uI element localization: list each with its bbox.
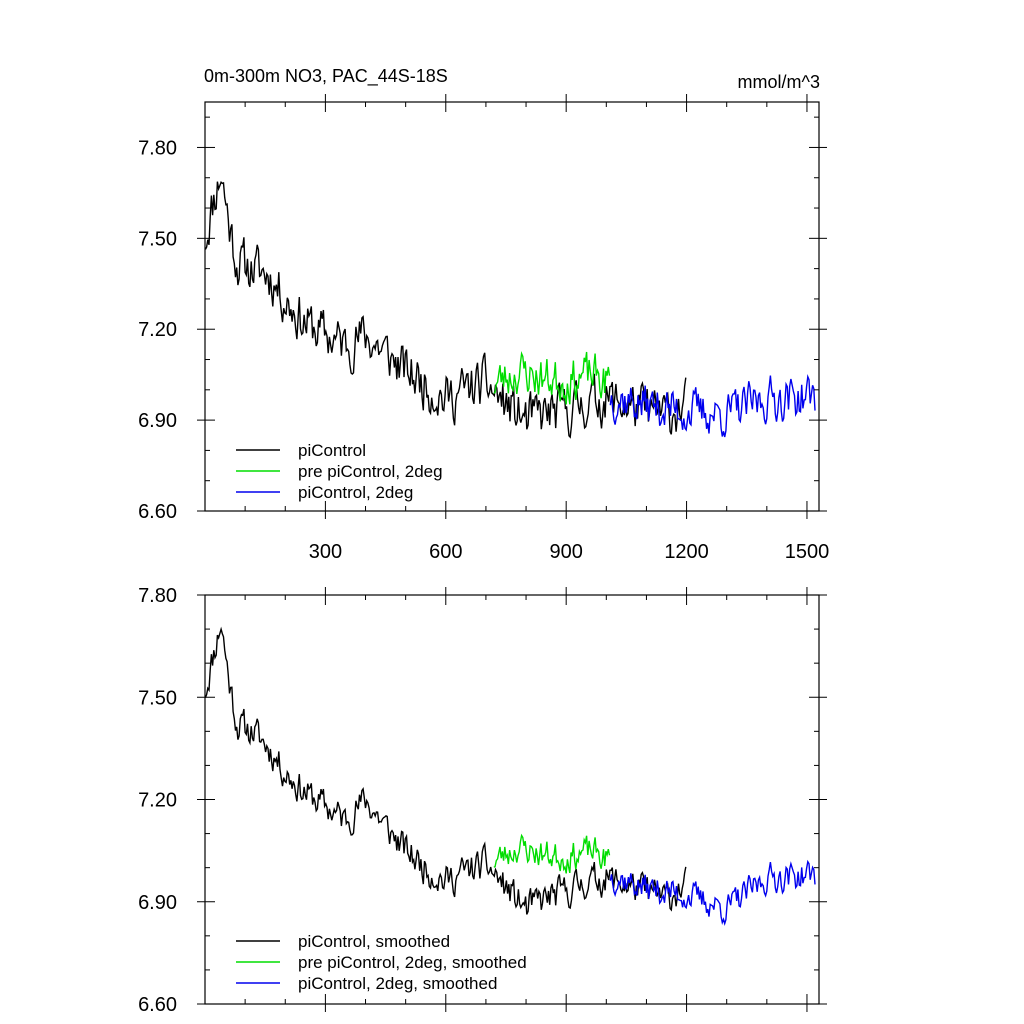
x-tick-label: 1200 [664, 541, 709, 563]
bottom-legend: piControl, smoothed pre piControl, 2deg, … [236, 932, 527, 993]
top-panel-title: 0m-300m NO3, PAC_44S-18S [204, 66, 448, 87]
legend-label: piControl [298, 441, 366, 460]
y-tick-label: 6.90 [138, 410, 177, 432]
top-plot-frame [204, 101, 820, 512]
bottom-panel: 6.60 6.90 7.20 7.50 7.80 piControl, smoothed… [138, 585, 827, 1016]
y-tick-label: 7.50 [138, 228, 177, 250]
y-tick-label: 6.60 [138, 501, 177, 523]
top-ticks-layer: 300 600 900 1200 1500 6.60 6.90 7.20 7.50 7.80 [138, 94, 829, 563]
legend-label: pre piControl, 2deg, smoothed [298, 953, 527, 972]
series-line-bottom-2 [609, 859, 816, 926]
series-line-top-2 [609, 373, 816, 438]
x-tick-label: 600 [429, 541, 462, 563]
y-tick-label: 7.80 [138, 137, 177, 159]
legend-label: piControl, 2deg, smoothed [298, 974, 497, 993]
top-panel-units: mmol/m^3 [738, 72, 820, 92]
series-line-top-0 [204, 180, 687, 439]
series-line-bottom-1 [493, 833, 611, 874]
legend-label: piControl, smoothed [298, 932, 450, 951]
top-legend: piControl pre piControl, 2deg piControl, 2… [236, 441, 443, 502]
series-line-top-1 [493, 350, 611, 405]
legend-label: pre piControl, 2deg [298, 462, 443, 481]
x-tick-label: 1500 [785, 541, 830, 563]
y-tick-label: 7.20 [138, 319, 177, 341]
legend-label: piControl, 2deg [298, 483, 413, 502]
y-tick-label: 7.80 [138, 585, 177, 607]
y-tick-label: 7.20 [138, 790, 177, 812]
y-tick-label: 6.60 [138, 994, 177, 1016]
top-series-layer [204, 180, 816, 439]
bottom-plot-frame [204, 594, 820, 1005]
x-tick-label: 900 [549, 541, 582, 563]
top-panel: 0m-300m NO3, PAC_44S-18S mmol/m^3 300 600… [138, 66, 829, 563]
x-tick-label: 300 [309, 541, 342, 563]
y-tick-label: 7.50 [138, 687, 177, 709]
y-tick-label: 6.90 [138, 892, 177, 914]
bottom-ticks-layer: 6.60 6.90 7.20 7.50 7.80 [138, 585, 827, 1016]
series-line-bottom-0 [204, 626, 687, 915]
bottom-series-layer [204, 626, 816, 926]
